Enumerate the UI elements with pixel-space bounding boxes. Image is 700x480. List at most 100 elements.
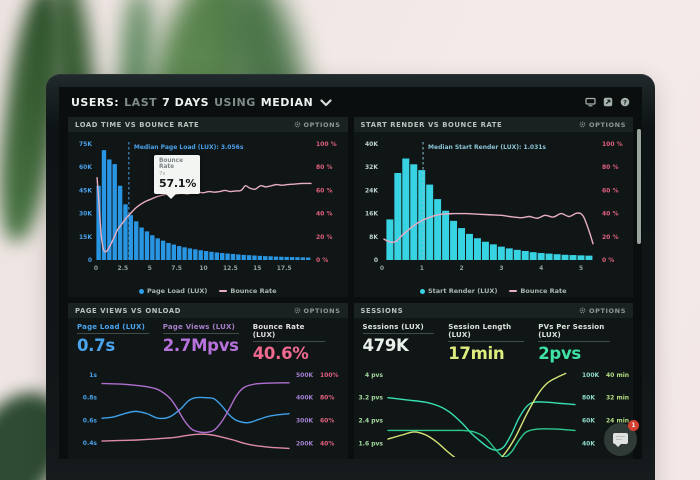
svg-text:60 %: 60 % bbox=[602, 187, 618, 194]
svg-text:Median Start Render (LUX): 1.0: Median Start Render (LUX): 1.031s bbox=[428, 144, 546, 151]
svg-text:40K: 40K bbox=[365, 141, 378, 148]
legend-label: Page Load (LUX) bbox=[147, 287, 208, 295]
svg-text:0: 0 bbox=[88, 257, 92, 264]
scrollbar[interactable] bbox=[637, 129, 641, 244]
svg-text:75K: 75K bbox=[79, 141, 92, 148]
svg-text:4 pvs: 4 pvs bbox=[364, 372, 382, 379]
metric-value: 40.6% bbox=[252, 344, 309, 363]
metric-label: Page Views (LUX) bbox=[162, 323, 239, 334]
header-range-label: 7 DAYS bbox=[162, 95, 210, 109]
svg-text:60K: 60K bbox=[582, 417, 595, 424]
svg-text:60K: 60K bbox=[79, 164, 92, 171]
svg-text:32 min: 32 min bbox=[606, 395, 629, 402]
svg-text:2: 2 bbox=[459, 265, 463, 272]
metric-value: 2pvs bbox=[538, 344, 581, 363]
legend-label: Start Render (LUX) bbox=[427, 287, 498, 295]
tooltip-x: 7s bbox=[159, 171, 166, 177]
legend-dot-swatch bbox=[419, 288, 425, 294]
metric-label: Session Length (LUX) bbox=[448, 323, 525, 342]
svg-text:16K: 16K bbox=[365, 211, 378, 218]
users-median-dropdown[interactable]: USERS: LAST 7 DAYS USING MEDIAN bbox=[71, 96, 332, 109]
svg-text:20 %: 20 % bbox=[316, 234, 332, 241]
share-icon[interactable] bbox=[603, 97, 613, 107]
svg-text:40 %: 40 % bbox=[602, 211, 618, 218]
options-button[interactable]: OPTIONS bbox=[579, 307, 626, 315]
options-label: OPTIONS bbox=[303, 306, 341, 315]
legend-item: Page Load (LUX) bbox=[139, 287, 207, 295]
metric-session-length: Session Length (LUX) 17min bbox=[448, 323, 538, 363]
svg-text:0.6s: 0.6s bbox=[83, 417, 98, 424]
svg-text:2.4 pvs: 2.4 pvs bbox=[358, 417, 383, 424]
options-button[interactable]: OPTIONS bbox=[294, 307, 341, 315]
svg-text:200K: 200K bbox=[296, 440, 314, 447]
header-using-label: USING bbox=[214, 95, 256, 109]
panel-title: START RENDER VS BOUNCE RATE bbox=[360, 120, 503, 129]
metric-label: PVs Per Session (LUX) bbox=[538, 323, 610, 342]
dashboard-header: USERS: LAST 7 DAYS USING MEDIAN bbox=[59, 87, 642, 115]
svg-text:1.6 pvs: 1.6 pvs bbox=[358, 440, 383, 447]
start-render-chart: Median Start Render (LUX): 1.031s 40K 32K 2… bbox=[365, 141, 623, 272]
panel-header: LOAD TIME VS BOUNCE RATE OPTIONS bbox=[68, 117, 348, 132]
load-time-chart: Median Page Load (LUX): 3.056s 75K 60K 45K 3… bbox=[79, 141, 337, 272]
chat-widget-button[interactable]: 1 bbox=[604, 420, 639, 456]
options-label: OPTIONS bbox=[589, 120, 626, 129]
svg-text:40K: 40K bbox=[582, 440, 595, 447]
metric-label: Bounce Rate (LUX) bbox=[252, 323, 325, 342]
options-label: OPTIONS bbox=[303, 120, 341, 129]
options-button[interactable]: OPTIONS bbox=[579, 121, 626, 129]
svg-text:80 %: 80 % bbox=[316, 164, 332, 171]
dashboard-screen: USERS: LAST 7 DAYS USING MEDIAN bbox=[59, 87, 642, 459]
panel-start-render: START RENDER VS BOUNCE RATE OPTIONS Medi… bbox=[353, 117, 634, 297]
svg-text:0 %: 0 % bbox=[316, 257, 328, 264]
metrics-row: Sessions (LUX) 479K Session Length (LUX)… bbox=[354, 318, 634, 363]
svg-text:0.4s: 0.4s bbox=[83, 440, 98, 447]
svg-text:60 %: 60 % bbox=[316, 187, 332, 194]
metric-bounce-rate: Bounce Rate (LUX) 40.6% bbox=[252, 323, 339, 363]
svg-text:1s: 1s bbox=[89, 372, 97, 379]
svg-text:400K: 400K bbox=[296, 395, 314, 402]
gear-icon bbox=[579, 121, 586, 128]
panel-grid: LOAD TIME VS BOUNCE RATE OPTIONS Median … bbox=[68, 117, 633, 459]
svg-text:100 %: 100 % bbox=[316, 141, 337, 148]
svg-text:8K: 8K bbox=[369, 234, 378, 241]
svg-text:5: 5 bbox=[148, 265, 152, 272]
panel-header: SESSIONS OPTIONS bbox=[353, 303, 633, 318]
metric-page-views: Page Views (LUX) 2.7Mpvs bbox=[162, 323, 253, 363]
svg-text:0 %: 0 % bbox=[602, 257, 614, 264]
options-label: OPTIONS bbox=[589, 306, 626, 315]
svg-text:0.8s: 0.8s bbox=[83, 395, 98, 402]
svg-text:12.5: 12.5 bbox=[223, 265, 238, 272]
bounce-rate-tooltip: Bounce Rate 7s 57.1% bbox=[154, 155, 200, 199]
laptop: USERS: LAST 7 DAYS USING MEDIAN bbox=[46, 74, 655, 480]
svg-text:1: 1 bbox=[419, 265, 423, 272]
svg-text:100 %: 100 % bbox=[602, 141, 623, 148]
metric-label: Sessions (LUX) bbox=[362, 323, 435, 334]
options-button[interactable]: OPTIONS bbox=[294, 121, 341, 129]
chart-legend: Start Render (LUX) Bounce Rate bbox=[354, 287, 634, 295]
svg-text:7.5: 7.5 bbox=[171, 265, 182, 272]
panel-sessions: SESSIONS OPTIONS Sessions (LUX) 479K Ses… bbox=[353, 303, 634, 459]
metric-value: 479K bbox=[362, 336, 409, 355]
svg-text:?: ? bbox=[623, 98, 627, 106]
svg-text:80K: 80K bbox=[582, 395, 595, 402]
svg-text:0: 0 bbox=[379, 265, 383, 272]
svg-text:3.2 pvs: 3.2 pvs bbox=[358, 395, 383, 402]
help-icon[interactable]: ? bbox=[620, 97, 630, 107]
tooltip-value: 57.1% bbox=[159, 177, 197, 190]
svg-text:60%: 60% bbox=[320, 417, 334, 424]
svg-text:Median Page Load (LUX): 3.056s: Median Page Load (LUX): 3.056s bbox=[134, 144, 244, 151]
chevron-down-icon bbox=[320, 99, 332, 107]
page-views-chart: 1s 0.8s 0.6s 0.4s 500K 400K 300K 200K 100% 80% 60%… bbox=[83, 372, 339, 450]
svg-text:5: 5 bbox=[578, 265, 582, 272]
legend-label: Bounce Rate bbox=[520, 287, 567, 295]
display-icon[interactable] bbox=[585, 97, 596, 107]
metric-page-load: Page Load (LUX) 0.7s bbox=[77, 323, 163, 363]
legend-item: Bounce Rate bbox=[219, 287, 276, 295]
svg-text:17.5: 17.5 bbox=[277, 265, 292, 272]
svg-text:10: 10 bbox=[199, 265, 207, 272]
legend-line-swatch bbox=[219, 290, 228, 292]
svg-text:500K: 500K bbox=[296, 372, 314, 379]
metric-value: 0.7s bbox=[77, 336, 115, 355]
gear-icon bbox=[579, 307, 586, 314]
svg-text:100K: 100K bbox=[582, 372, 600, 379]
